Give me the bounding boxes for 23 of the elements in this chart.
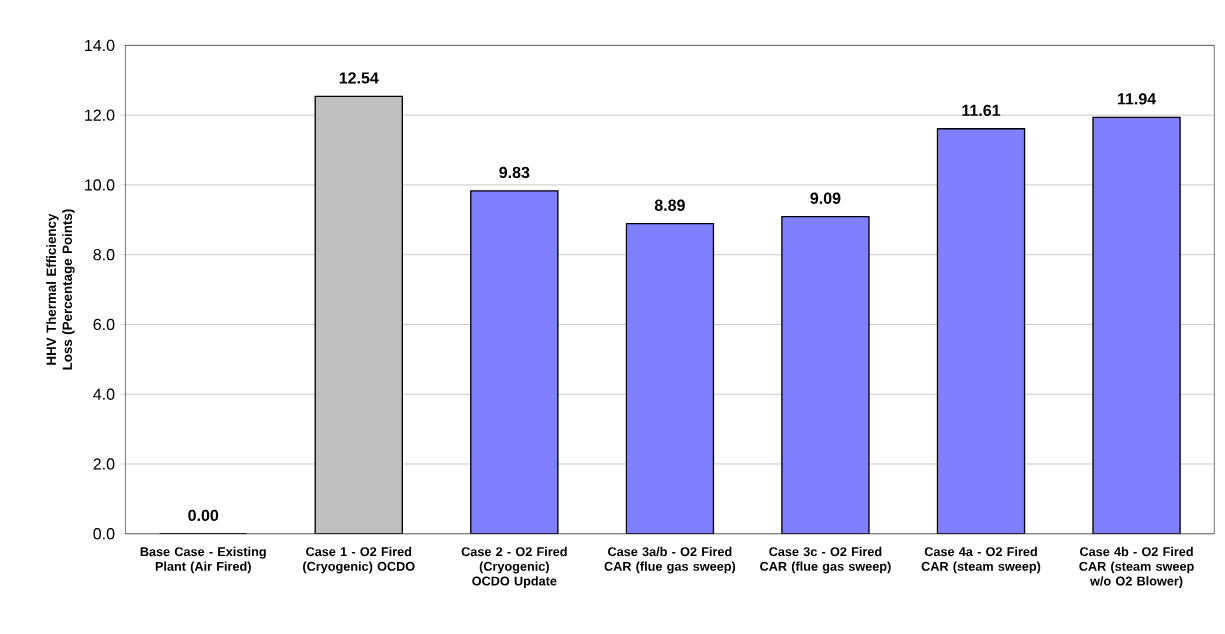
x-tick-label: Base Case - Existing Plant (Air Fired) (140, 546, 266, 574)
y-tick-label: 6.0 (93, 318, 115, 331)
data-label: 0.00 (188, 509, 219, 522)
y-tick-label: 12.0 (85, 109, 115, 121)
data-label: 9.83 (499, 166, 530, 179)
y-tick-label: 14.0 (85, 39, 115, 52)
x-tick-label: Case 3c - O2 Fired CAR (flue gas sweep) (760, 546, 891, 574)
x-tick-label: Case 1 - O2 Fired (Cryogenic) OCDO (303, 546, 415, 574)
x-tick-label: Case 4b - O2 Fired CAR (steam sweep w/o O2 Blower) (1079, 546, 1194, 589)
y-tick-label: 8.0 (93, 249, 115, 261)
x-tick-label: Case 4a - O2 Fired CAR (steam sweep) (921, 546, 1041, 574)
data-label: 11.61 (962, 104, 1001, 117)
y-tick-label: 4.0 (93, 388, 115, 400)
data-label: 8.89 (654, 199, 685, 211)
y-tick-label: 0.0 (93, 528, 115, 540)
y-tick-label: 2.0 (93, 458, 115, 470)
data-label: 9.09 (810, 192, 841, 204)
data-label: 12.54 (339, 72, 379, 84)
y-axis-title: HHV Thermal Efficiency Loss (Percentage Points) (46, 209, 75, 370)
x-tick-label: Case 3a/b - O2 Fired CAR (flue gas sweep) (604, 546, 736, 574)
y-tick-label: 10.0 (85, 179, 115, 191)
data-label: 11.94 (1117, 93, 1157, 105)
x-tick-label: Case 2 - O2 Fired (Cryogenic) OCDO Update (461, 546, 567, 589)
